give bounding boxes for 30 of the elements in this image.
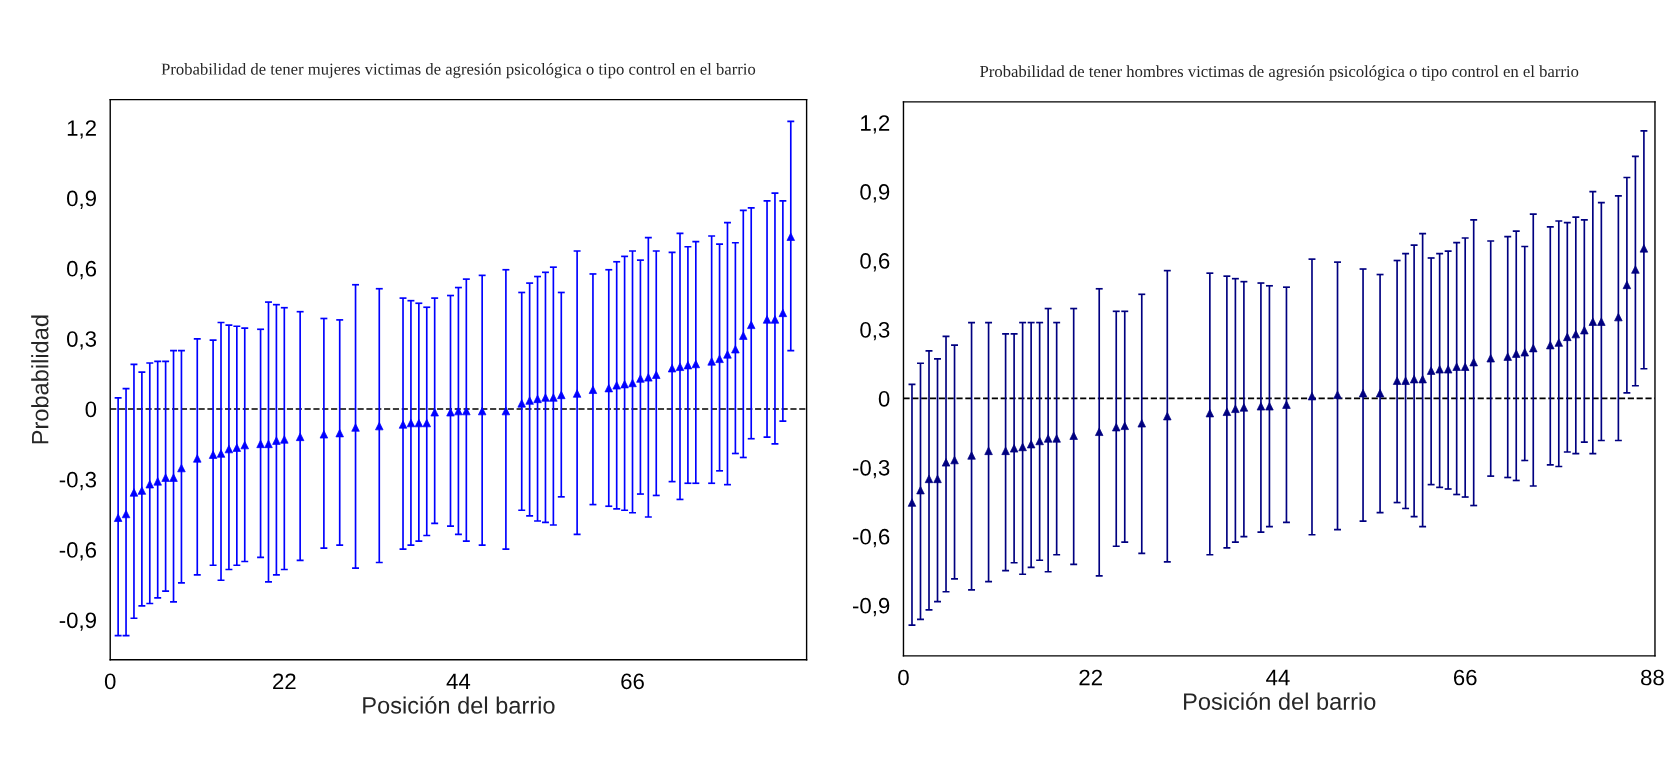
x-tick-label: 66 [1453,669,1477,686]
x-tick-label: 0 [898,669,909,686]
x-tick-label: 44 [446,673,471,690]
chart-title: Probabilidad de tener mujeres victimas de agresión psicológica o tipo control en el barrio [161,63,756,79]
x-tick-label: 88 [1641,669,1664,686]
x-tick-label: 66 [621,673,644,690]
x-tick-label: 44 [1266,669,1290,686]
y-tick-label: 0,9 [860,184,890,203]
y-tick-label: 0,9 [67,190,96,209]
x-tick-label: 22 [273,673,296,690]
x-tick-label: 0 [104,673,116,690]
x-axis-title: Posición del barrio [1184,692,1376,710]
y-tick-label: 1,2 [67,120,96,139]
chart-title: Probabilidad de tener hombres victimas de agresión psicológica o tipo control en el barrio [980,65,1579,81]
y-tick-label: 0,6 [860,253,890,272]
y-tick-label: 0,3 [67,331,97,350]
y-tick-label: 0 [878,390,890,407]
y-tick-label: 0,6 [67,260,97,280]
y-tick-label: 1,2 [861,115,890,134]
y-axis-title: Probabilidad [31,315,49,444]
y-tick-label: -0,6 [59,542,97,561]
y-tick-label: -0,6 [852,528,890,548]
y-tick-label: -0,9 [852,597,890,617]
y-tick-label: -0,3 [852,459,890,479]
y-tick-label: -0,9 [59,612,96,631]
y-tick-label: 0 [85,401,97,418]
y-tick-label: 0,3 [860,322,890,341]
x-axis-title: Posición del barrio [363,696,555,714]
x-tick-label: 22 [1079,669,1102,686]
y-tick-label: -0,3 [59,471,97,491]
